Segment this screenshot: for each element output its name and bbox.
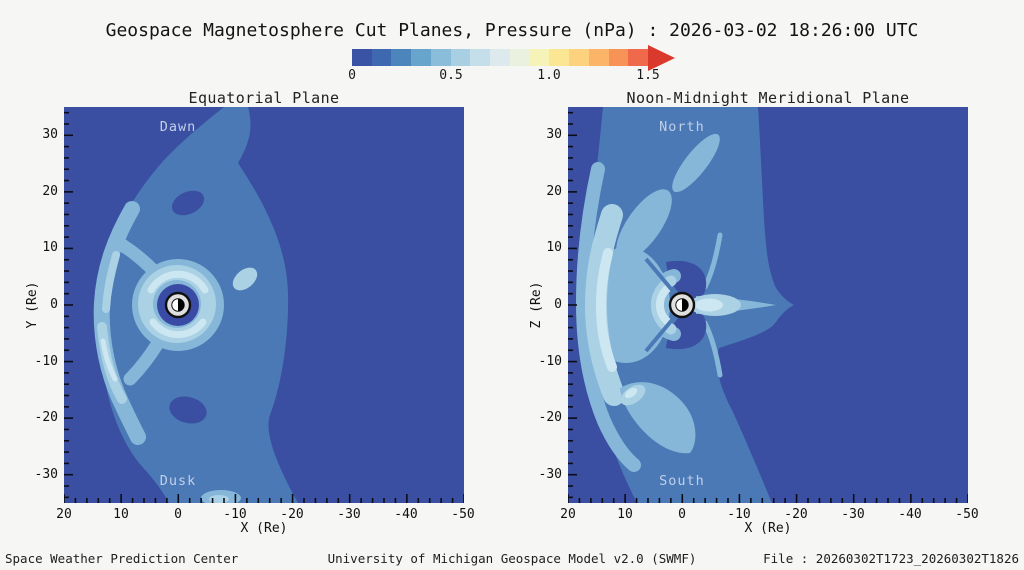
- x-tick-label: -10: [223, 507, 247, 522]
- y-tick-label: 20: [546, 184, 562, 199]
- x-tick-label: -30: [337, 507, 361, 522]
- north-label: North: [659, 119, 705, 135]
- x-tick-label: 0: [174, 507, 182, 522]
- colorbar-segment: [588, 49, 609, 66]
- earth-symbol: [668, 291, 696, 319]
- right-panel-title: Noon-Midnight Meridional Plane: [626, 89, 910, 107]
- colorbar-segment: [509, 49, 530, 66]
- colorbar-segment: [430, 49, 451, 66]
- y-tick-label: -20: [538, 410, 562, 425]
- x-tick-label: -10: [727, 507, 751, 522]
- meridional-plane-plot: [568, 107, 968, 503]
- colorbar: [352, 49, 649, 66]
- footer-file: File : 20260302T1723_20260302T1826: [763, 551, 1019, 566]
- colorbar-tick-0: 0: [348, 68, 356, 83]
- colorbar-segment: [549, 49, 570, 66]
- x-tick-label: -20: [280, 507, 304, 522]
- colorbar-tick-10: 1.0: [537, 68, 561, 83]
- y-tick-label: 0: [50, 297, 58, 312]
- x-tick-label: -30: [841, 507, 865, 522]
- x-tick-label: -40: [394, 507, 418, 522]
- colorbar-tick-05: 0.5: [439, 68, 463, 83]
- x-tick-label: -50: [955, 507, 979, 522]
- dawn-label: Dawn: [159, 119, 197, 135]
- colorbar-segment: [352, 49, 372, 66]
- right-y-axis-label: Z (Re): [529, 281, 544, 329]
- colorbar-overflow-arrow-icon: [648, 45, 675, 71]
- left-x-axis-label: X (Re): [240, 521, 288, 536]
- south-label: South: [659, 473, 705, 489]
- x-tick-label: -50: [451, 507, 475, 522]
- colorbar-segment: [628, 49, 649, 66]
- page-title: Geospace Magnetosphere Cut Planes, Press…: [105, 20, 919, 41]
- axis-ticks: [64, 111, 464, 503]
- x-tick-label: 10: [113, 507, 129, 522]
- footer-org: Space Weather Prediction Center: [5, 551, 239, 566]
- footer-model: University of Michigan Geospace Model v2…: [327, 551, 697, 566]
- x-tick-label: 20: [560, 507, 576, 522]
- x-tick-label: 0: [678, 507, 686, 522]
- y-tick-label: 10: [42, 240, 58, 255]
- axis-ticks: [568, 111, 968, 503]
- y-tick-label: -30: [538, 467, 562, 482]
- colorbar-segment: [569, 49, 589, 66]
- y-tick-label: -10: [538, 354, 562, 369]
- y-tick-label: 30: [546, 127, 562, 142]
- x-tick-label: -20: [784, 507, 808, 522]
- left-panel-title: Equatorial Plane: [188, 89, 340, 107]
- colorbar-segment: [391, 49, 412, 66]
- y-tick-label: 0: [554, 297, 562, 312]
- equatorial-plane-plot: [64, 107, 464, 503]
- colorbar-segment: [529, 49, 550, 66]
- y-tick-label: 20: [42, 184, 58, 199]
- x-tick-label: -40: [898, 507, 922, 522]
- y-tick-label: -20: [34, 410, 58, 425]
- dusk-label: Dusk: [159, 473, 197, 489]
- y-tick-label: -30: [34, 467, 58, 482]
- colorbar-segment: [411, 49, 431, 66]
- right-x-axis-label: X (Re): [744, 521, 792, 536]
- colorbar-segment: [608, 49, 629, 66]
- x-tick-label: 20: [56, 507, 72, 522]
- y-tick-label: 10: [546, 240, 562, 255]
- colorbar-segment: [450, 49, 471, 66]
- colorbar-segment: [470, 49, 491, 66]
- colorbar-segment: [371, 49, 392, 66]
- earth-symbol: [164, 291, 192, 319]
- y-tick-label: -10: [34, 354, 58, 369]
- x-tick-label: 10: [617, 507, 633, 522]
- colorbar-tick-15: 1.5: [636, 68, 660, 83]
- y-tick-label: 30: [42, 127, 58, 142]
- left-y-axis-label: Y (Re): [25, 281, 40, 329]
- colorbar-segment: [490, 49, 510, 66]
